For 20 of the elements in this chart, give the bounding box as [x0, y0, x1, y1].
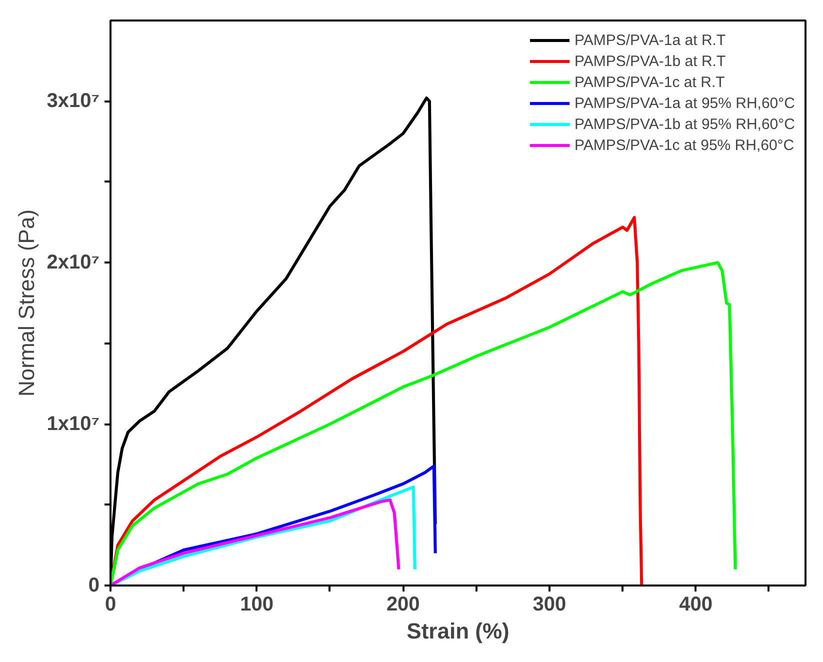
- x-tick-label: 200: [386, 594, 420, 616]
- legend-label: PAMPS/PVA-1a at 95% RH,60°C: [574, 94, 795, 112]
- y-tick-label: 1x10⁷: [46, 413, 100, 436]
- x-axis-title: Strain (%): [406, 618, 510, 644]
- x-tick-label: 0: [104, 594, 116, 616]
- legend-label: PAMPS/PVA-1a at R.T: [574, 32, 726, 48]
- line-series: [110, 216, 644, 586]
- y-tick-label: 2x10⁷: [46, 252, 100, 274]
- x-tick-label: 300: [532, 594, 566, 616]
- y-tick-label: 3x10⁷: [46, 90, 100, 112]
- x-tick-label: 100: [240, 594, 274, 616]
- y-tick-label: 0: [88, 574, 100, 596]
- legend-label: PAMPS/PVA-1b at R.T: [574, 52, 726, 70]
- legend-label: PAMPS/PVA-1c at R.T: [574, 74, 725, 90]
- line-series: [110, 498, 400, 586]
- legend-label: PAMPS/PVA-1c at 95% RH,60°C: [574, 136, 794, 154]
- legend-label: PAMPS/PVA-1b at 95% RH,60°C: [574, 116, 795, 132]
- x-tick-label: 400: [679, 594, 712, 616]
- line-series: [110, 261, 737, 586]
- y-axis-title: Normal Stress (Pa): [14, 209, 39, 397]
